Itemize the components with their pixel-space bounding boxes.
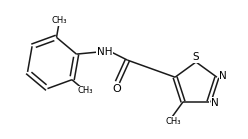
Text: N: N	[219, 71, 227, 81]
Text: CH₃: CH₃	[166, 117, 181, 126]
Text: O: O	[112, 84, 121, 94]
Text: N: N	[211, 98, 219, 108]
Text: S: S	[193, 52, 199, 62]
Text: CH₃: CH₃	[77, 86, 93, 95]
Text: CH₃: CH₃	[52, 16, 67, 25]
Text: NH: NH	[97, 47, 112, 57]
